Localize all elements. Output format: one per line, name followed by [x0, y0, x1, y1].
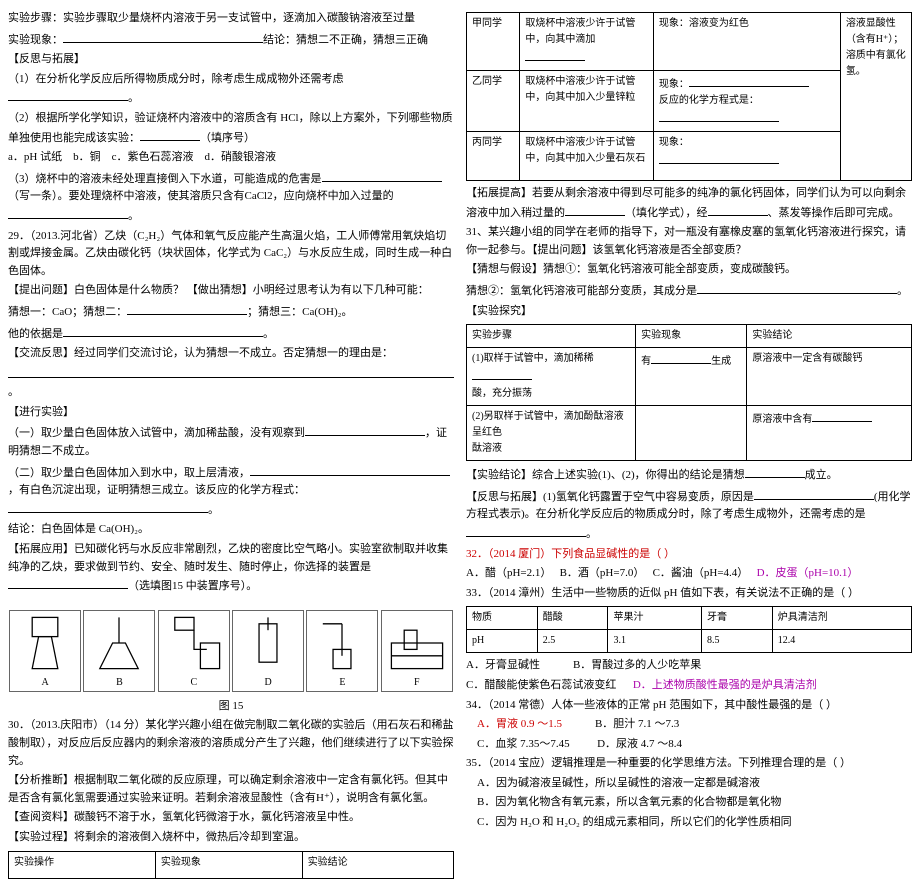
exp-2: （二）取少量白色固体加入到水中，取上层清液，，有白色沉淀出现，证明猜想三成立。该…	[8, 463, 454, 520]
phenomenon-line: 实验现象：结论：猜想二不正确，猜想三正确	[8, 30, 454, 50]
q35: 35．（2014 宝应）逻辑推理是一种重要的化学思维方法。下列推理合理的是（ ）	[466, 755, 912, 773]
diagram-b: B	[83, 610, 155, 692]
exp-conclusion: 【实验结论】综合上述实验(1)、(2)，你得出的结论是猜想成立。	[466, 465, 912, 485]
basis: 他的依据是。	[8, 324, 454, 344]
exp-explore-title: 【实验探究】	[466, 303, 912, 321]
q34: 34．（2014 常德）人体一些液体的正常 pH 范围如下，其中酸性最强的是（ …	[466, 697, 912, 715]
exp-1: （一）取少量白色固体放入试管中，滴加稀盐酸，没有观察到，证明猜想二不成立。	[8, 423, 454, 460]
reflect-3: （3）烧杯中的溶液未经处理直接倒入下水道，可能造成的危害是（写一条）。要处理烧杯…	[8, 169, 454, 226]
diagram-e: E	[306, 610, 378, 692]
diagram-c: C	[158, 610, 230, 692]
guess-line: 猜想一：CaO；猜想二：；猜想三：Ca(OH)₂。	[8, 302, 454, 322]
q35-a: A．因为碱溶液呈碱性，所以呈碱性的溶液一定都是碱溶液	[466, 775, 912, 793]
students-table: 甲同学 取烧杯中溶液少许于试管中，向其中滴加 现象：溶液变为红色 溶液显酸性（含…	[466, 12, 912, 181]
reflect-2: （2）根据所学化学知识，验证烧杯内溶液中的溶质含有 HCl，除以上方案外，下列哪…	[8, 110, 454, 147]
reflect-1: （1）在分析化学反应后所得物质成分时，除考虑生成成物外还需考虑。	[8, 71, 454, 108]
reflect-title: 【反思与拓展】	[8, 51, 454, 69]
diagram-a: A	[9, 610, 81, 692]
do-exp-title: 【进行实验】	[8, 404, 454, 422]
q32: 32．（2014 厦门）下列食品显碱性的是（ ）	[466, 546, 912, 564]
q34-cd: C．血浆 7.35～7.45 D．尿液 4.7 ～8.4	[466, 736, 912, 754]
q33: 33．（2014 漳州）生活中一些物质的近似 pH 值如下表，有关说法不正确的是…	[466, 585, 912, 603]
propose-guess: 【提出问题】白色固体是什么物质？ 【做出猜想】小明经过思考认为有以下几种可能：	[8, 282, 454, 300]
diagram-d: D	[232, 610, 304, 692]
q31: 31、某兴趣小组的同学在老师的指导下，对一瓶没有塞橡皮塞的氢氧化钙溶液进行探究，…	[466, 224, 912, 259]
extend-high: 【拓展提高】若要从剩余溶液中得到尽可能多的纯净的氯化钙固体，同学们认为可以向剩余…	[466, 185, 912, 222]
q30: 30．（2013.庆阳市）（14 分）某化学兴趣小组在做完制取二氧化碳的实验后（…	[8, 717, 454, 770]
diagram-f: F	[381, 610, 453, 692]
explore-table: 实验步骤实验现象实验结论 (1)取样于试管中，滴加稀稀酸，充分振荡有生成原溶液中…	[466, 324, 912, 461]
reference: 【查阅资料】碳酸钙不溶于水，氢氧化钙微溶于水，氯化钙溶液呈中性。	[8, 809, 454, 827]
exchange-reflect: 【交流反思】经过同学们交流讨论，认为猜想一不成立。否定猜想一的理由是：	[8, 345, 454, 363]
q35-c: C．因为 H₂O 和 H₂O₂ 的组成元素相同，所以它们的化学性质相同	[466, 814, 912, 832]
hyp2: 猜想②：氢氧化钙溶液可能部分变质，其成分是。	[466, 281, 912, 301]
exp-table-left: 实验操作实验现象实验结论	[8, 851, 454, 879]
apparatus-diagrams: A B C D E F	[8, 602, 454, 692]
extend-app: 【拓展应用】已知碳化钙与水反应非常剧烈，乙炔的密度比空气略小。实验室欲制取并收集…	[8, 541, 454, 596]
q34-ab: A．胃液 0.9 ～1.5 B．胆汁 7.1 ～7.3	[466, 716, 912, 734]
reflect-ext: 【反思与拓展】(1)氢氧化钙露置于空气中容易变质，原因是(用化学方程式表示)。在…	[466, 487, 912, 544]
q35-b: B．因为氧化物含有氧元素，所以含氧元素的化合物都是氧化物	[466, 794, 912, 812]
q33-ab: A．牙膏显碱性 B．胃酸过多的人少吃苹果	[466, 657, 912, 675]
step-text: 实验步骤：实验步骤取少量烧杯内溶液于另一支试管中，逐滴加入碳酸钠溶液至过量	[8, 10, 454, 28]
options-abcd: a．pH 试纸 b．铜 c．紫色石蕊溶液 d．硝酸银溶液	[8, 149, 454, 167]
exp-process: 【实验过程】将剩余的溶液倒入烧杯中，微热后冷却到室温。	[8, 829, 454, 847]
q33-cd: C．醋酸能使紫色石蕊试液变红 D．上述物质酸性最强的是炉具清洁剂	[466, 677, 912, 695]
fig-caption: 图 15	[8, 698, 454, 716]
right-column: 甲同学 取烧杯中溶液少许于试管中，向其中滴加 现象：溶液变为红色 溶液显酸性（含…	[466, 8, 912, 883]
conclusion: 结论：白色固体是 Ca(OH)₂。	[8, 521, 454, 539]
q32-options: A．醋（pH=2.1） B．酒（pH=7.0） C．酱油（pH=4.4） D．皮…	[466, 565, 912, 583]
q29: 29．（2013.河北省）乙炔（C₂H₂）气体和氧气反应能产生高温火焰，工人师傅…	[8, 228, 454, 281]
ph-table: 物质醋酸苹果汁牙膏炉具清洁剂 pH2.53.18.512.4	[466, 606, 912, 653]
hyp1: 【猜想与假设】猜想①：氢氧化钙溶液可能全部变质，变成碳酸钙。	[466, 261, 912, 279]
analysis: 【分析推断】根据制取二氧化碳的反应原理，可以确定剩余溶液中一定含有氯化钙。但其中…	[8, 772, 454, 807]
left-column: 实验步骤：实验步骤取少量烧杯内溶液于另一支试管中，逐滴加入碳酸钠溶液至过量 实验…	[8, 8, 454, 883]
blank-line: 。	[8, 365, 454, 402]
